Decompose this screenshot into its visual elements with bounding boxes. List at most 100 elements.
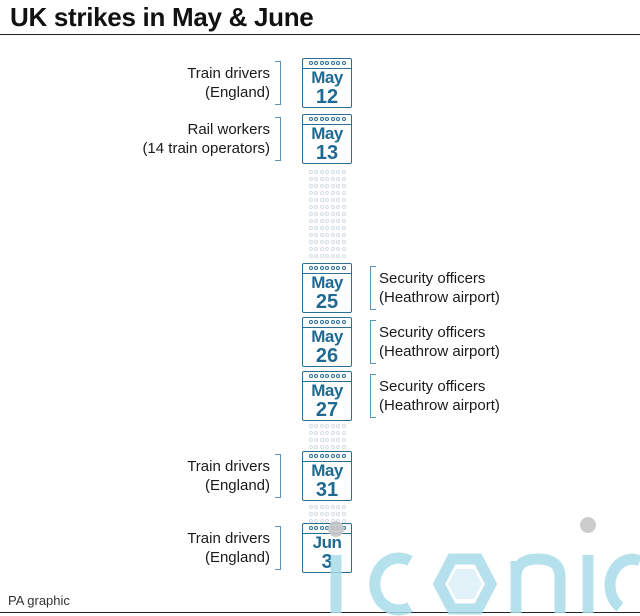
- ring-icon: [330, 198, 335, 202]
- ring-icon: [325, 177, 329, 181]
- strike-group: Train drivers: [187, 530, 270, 547]
- ring-icon: [336, 266, 340, 270]
- ring-icon: [336, 505, 340, 509]
- ring-icon: [319, 445, 324, 449]
- ring-icon: [308, 233, 313, 237]
- faded-calendar-rings: [302, 198, 352, 204]
- ring-icon: [336, 191, 340, 195]
- ring-icon: [308, 519, 313, 523]
- calendar-month: May: [311, 124, 343, 143]
- ring-icon: [314, 198, 318, 202]
- calendar-date: May 26: [302, 317, 352, 367]
- ring-icon: [341, 247, 346, 251]
- ring-icon: [314, 438, 318, 442]
- ring-icon: [319, 512, 324, 516]
- label-bracket: [275, 61, 281, 105]
- strike-detail: (England): [204, 549, 270, 566]
- strike-detail: (Heathrow airport): [379, 343, 500, 360]
- ring-icon: [330, 219, 335, 223]
- ring-icon: [330, 233, 335, 237]
- ring-icon: [308, 205, 313, 209]
- ring-icon: [330, 191, 335, 195]
- ring-icon: [308, 526, 313, 530]
- calendar-rings: [303, 320, 351, 326]
- ring-icon: [314, 240, 318, 244]
- ring-icon: [319, 424, 324, 428]
- ring-icon: [314, 266, 318, 270]
- ring-icon: [330, 266, 335, 270]
- ring-icon: [319, 191, 324, 195]
- ring-icon: [314, 526, 318, 530]
- ring-icon: [341, 212, 346, 216]
- ring-icon: [314, 177, 318, 181]
- ring-icon: [308, 320, 313, 324]
- ring-icon: [319, 374, 324, 378]
- ring-icon: [336, 374, 340, 378]
- calendar-day: 13: [315, 142, 339, 164]
- strike-label: Security officers (Heathrow airport): [379, 269, 500, 307]
- ring-icon: [319, 431, 324, 435]
- calendar-month: May: [311, 273, 343, 292]
- strike-label: Rail workers (14 train operators): [142, 120, 270, 158]
- ring-icon: [308, 445, 313, 449]
- ring-icon: [314, 445, 318, 449]
- calendar-date: May 31: [302, 451, 352, 501]
- ring-icon: [325, 431, 329, 435]
- ring-icon: [341, 184, 346, 188]
- calendar-day: 3: [321, 551, 333, 573]
- ring-icon: [341, 240, 346, 244]
- strike-group: Security officers: [379, 270, 486, 287]
- ring-icon: [325, 505, 329, 509]
- calendar-day: 12: [315, 86, 339, 108]
- ring-icon: [319, 247, 324, 251]
- ring-icon: [330, 177, 335, 181]
- calendar-divider: [303, 68, 351, 69]
- ring-icon: [319, 184, 324, 188]
- ring-icon: [308, 117, 313, 121]
- ring-icon: [330, 526, 335, 530]
- ring-icon: [325, 526, 329, 530]
- ring-icon: [308, 454, 313, 458]
- label-bracket: [275, 454, 281, 498]
- title-divider: [0, 34, 640, 35]
- strike-group: Train drivers: [187, 458, 270, 475]
- faded-calendar-rings: [302, 184, 352, 190]
- ring-icon: [330, 170, 335, 174]
- ring-icon: [325, 205, 329, 209]
- faded-calendar-rings: [302, 212, 352, 218]
- calendar-rings: [303, 374, 351, 380]
- calendar-month: May: [311, 461, 343, 480]
- ring-icon: [314, 454, 318, 458]
- ring-icon: [336, 445, 340, 449]
- faded-calendar-rings: [302, 233, 352, 239]
- ring-icon: [325, 170, 329, 174]
- label-bracket: [275, 117, 281, 161]
- ring-icon: [336, 320, 340, 324]
- ring-icon: [330, 117, 335, 121]
- ring-icon: [336, 205, 340, 209]
- ring-icon: [336, 117, 340, 121]
- faded-calendar-rings: [302, 240, 352, 246]
- ring-icon: [319, 438, 324, 442]
- ring-icon: [319, 205, 324, 209]
- calendar-day: 26: [315, 345, 339, 367]
- ring-icon: [314, 519, 318, 523]
- ring-icon: [336, 184, 340, 188]
- strike-detail: (Heathrow airport): [379, 397, 500, 414]
- calendar-day: 31: [315, 479, 339, 501]
- ring-icon: [330, 247, 335, 251]
- ring-icon: [325, 240, 329, 244]
- ring-icon: [308, 505, 313, 509]
- label-bracket: [370, 266, 376, 310]
- ring-icon: [325, 247, 329, 251]
- ring-icon: [319, 212, 324, 216]
- ring-icon: [336, 61, 340, 65]
- ring-icon: [314, 191, 318, 195]
- ring-icon: [336, 240, 340, 244]
- strike-label: Train drivers (England): [187, 64, 270, 102]
- calendar-rings: [303, 61, 351, 67]
- strike-group: Rail workers: [187, 121, 270, 138]
- calendar-rings: [303, 526, 351, 532]
- ring-icon: [308, 177, 313, 181]
